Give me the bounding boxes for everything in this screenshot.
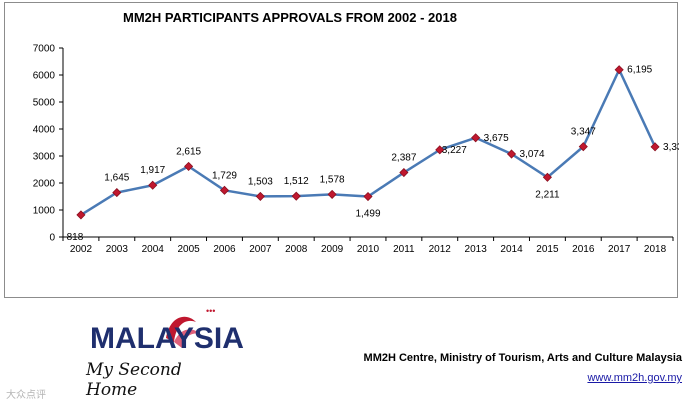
- logo-tagline: My Second Home: [86, 360, 182, 400]
- x-tick-label: 2013: [465, 244, 488, 255]
- data-point-marker: [399, 167, 409, 178]
- data-point-marker: [255, 191, 265, 201]
- data-point-marker: [650, 142, 660, 152]
- footer-url-link[interactable]: www.mm2h.gov.my: [587, 372, 682, 384]
- data-label: 3,675: [484, 133, 509, 144]
- watermark-text: 大众点评: [6, 390, 46, 401]
- data-label: 1,499: [355, 209, 380, 220]
- chart-frame: MM2H PARTICIPANTS APPROVALS FROM 2002 - …: [4, 2, 679, 298]
- data-label: 3,227: [442, 145, 467, 156]
- malaysia-logo: ••• MALAYSIA My Second Home: [86, 302, 244, 400]
- x-tick-label: 2004: [142, 244, 165, 255]
- x-tick-label: 2017: [608, 244, 631, 255]
- data-label: 1,578: [320, 174, 345, 185]
- y-tick-label: 2000: [33, 179, 56, 190]
- x-tick-label: 2006: [213, 244, 236, 255]
- x-tick-label: 2010: [357, 244, 380, 255]
- x-tick-label: 2005: [177, 244, 200, 255]
- data-label: 1,729: [212, 170, 237, 181]
- data-point-marker: [219, 185, 230, 195]
- x-tick-label: 2018: [644, 244, 667, 255]
- data-point-marker: [614, 65, 624, 75]
- footer-organization: MM2H Centre, Ministry of Tourism, Arts a…: [363, 352, 682, 364]
- data-label: 1,917: [140, 165, 165, 176]
- data-point-marker: [471, 133, 481, 143]
- data-label: 1,503: [248, 176, 273, 187]
- data-label: 1,645: [104, 173, 129, 184]
- data-point-marker: [148, 180, 158, 190]
- data-point-marker: [184, 161, 194, 171]
- data-point-marker: [76, 210, 86, 220]
- x-tick-label: 2008: [285, 244, 308, 255]
- data-point-marker: [578, 142, 588, 152]
- data-label: 3,074: [520, 149, 545, 160]
- x-tick-label: 2011: [393, 244, 415, 255]
- data-point-marker: [435, 145, 445, 155]
- x-tick-label: 2015: [536, 244, 559, 255]
- data-label: 3,347: [571, 127, 596, 138]
- data-point-marker: [291, 191, 301, 201]
- data-label: 818: [67, 232, 84, 243]
- logo-swoosh-icon: [166, 316, 200, 348]
- x-tick-label: 2012: [429, 244, 452, 255]
- data-point-marker: [112, 188, 122, 198]
- data-point-marker: [363, 191, 373, 202]
- data-label: 6,195: [627, 65, 652, 76]
- y-tick-label: 6000: [33, 71, 56, 82]
- logo-wordmark: MALAYSIA: [90, 322, 244, 355]
- y-tick-label: 7000: [33, 44, 56, 55]
- data-label: 2,387: [391, 153, 416, 164]
- x-tick-label: 2014: [500, 244, 523, 255]
- data-point-marker: [506, 149, 517, 159]
- x-tick-label: 2003: [106, 244, 129, 255]
- y-tick-label: 4000: [33, 125, 56, 136]
- x-tick-label: 2007: [249, 244, 272, 255]
- chart-title: MM2H PARTICIPANTS APPROVALS FROM 2002 - …: [123, 10, 457, 25]
- data-label: 3,339: [663, 142, 679, 153]
- logo-dots: •••: [206, 306, 216, 316]
- y-tick-label: 1000: [33, 206, 56, 217]
- data-label: 2,615: [176, 146, 201, 157]
- data-label: 1,512: [284, 176, 309, 187]
- data-label: 2,211: [535, 189, 560, 200]
- y-tick-label: 5000: [33, 98, 56, 109]
- x-tick-label: 2016: [572, 244, 595, 255]
- x-tick-label: 2002: [70, 244, 93, 255]
- y-tick-label: 3000: [33, 152, 56, 163]
- data-point-marker: [327, 189, 337, 199]
- x-tick-label: 2009: [321, 244, 344, 255]
- data-point-marker: [542, 172, 552, 182]
- y-tick-label: 0: [49, 233, 55, 244]
- line-chart: MM2H PARTICIPANTS APPROVALS FROM 2002 - …: [33, 10, 679, 255]
